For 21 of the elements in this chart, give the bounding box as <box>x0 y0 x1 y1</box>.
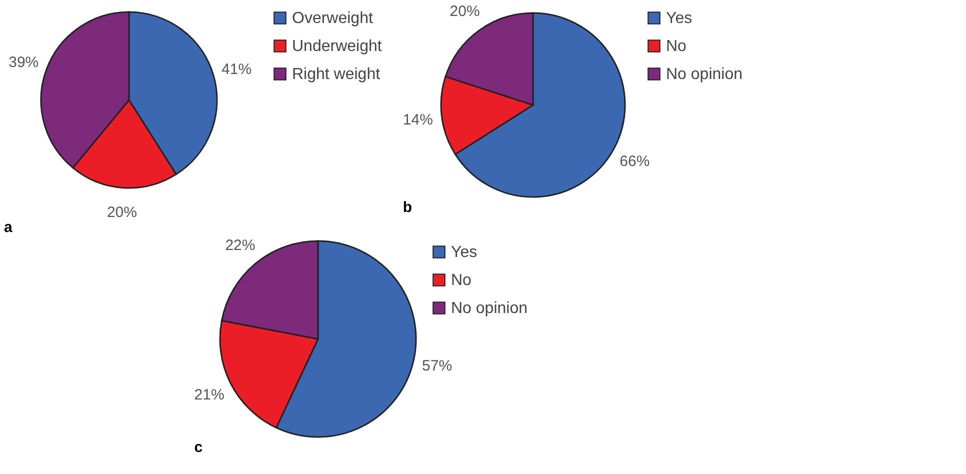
data-label: 66% <box>620 152 650 170</box>
legend-label: No <box>666 38 687 55</box>
data-label: 14% <box>402 112 433 129</box>
text: b <box>402 199 412 216</box>
legend-label: Yes <box>666 10 692 27</box>
data-label: 21% <box>194 386 224 404</box>
data-label: 57% <box>422 358 452 375</box>
legend-label: Right weight <box>292 66 381 83</box>
data-label: 22% <box>225 236 256 254</box>
legend-label: Yes <box>451 244 478 261</box>
data-label: 20% <box>106 204 137 221</box>
legend-label: Overweight <box>292 10 374 27</box>
data-label: 39% <box>8 54 39 72</box>
legend-label: Underweight <box>292 38 382 55</box>
legend-label: No <box>451 272 472 289</box>
text: c <box>194 439 203 456</box>
legend-label: No opinion <box>666 66 742 83</box>
data-label: 20% <box>450 3 480 20</box>
text: a <box>4 218 13 236</box>
legend-label: No opinion <box>451 300 528 317</box>
data-label: 41% <box>222 60 252 78</box>
